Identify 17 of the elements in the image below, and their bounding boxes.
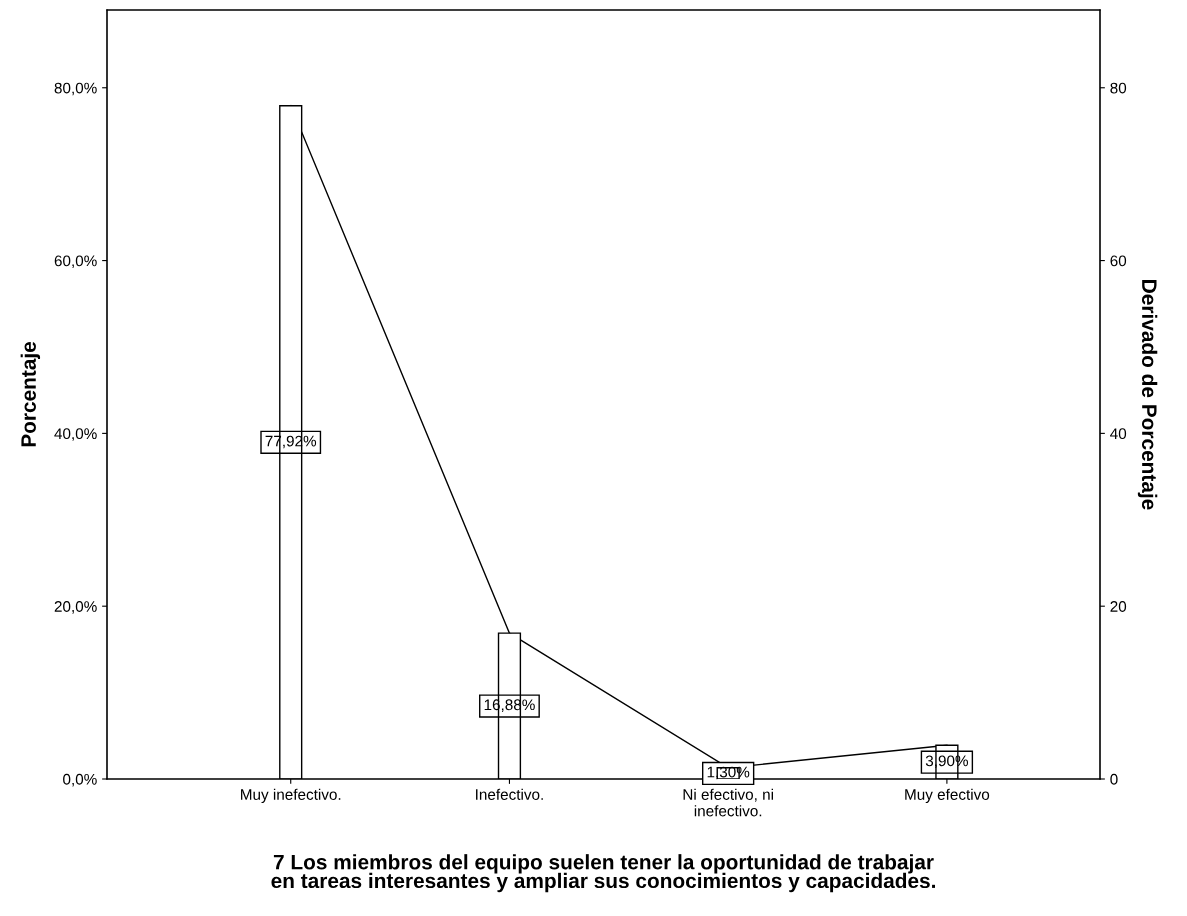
y-tick-label: 40,0% [54,428,97,441]
y-tick-label: 20,0% [54,601,97,614]
y-axis-title: Porcentaje [20,341,41,447]
x-axis-title: 7 Los miembros del equipo suelen tener la oportunidad de trabajar en tareas interesantes y ampliar sus conocimientos y capacidades. [271,854,935,893]
y-tick-label: 0,0% [63,773,97,787]
x-tick-label: Muy efectivo [905,788,990,803]
y2-tick-label: 20 [1110,601,1127,612]
y2-axis-title: Derivado de Porcentaje [1137,280,1158,510]
x-tick-label: Ni efectivo, ni inefectivo. [683,788,773,817]
y-tick-label: 60,0% [54,255,97,269]
x-tick-label: Inefectivo. [476,788,543,800]
y-tick-label: 80,0% [54,82,97,96]
y2-tick-label: 40 [1110,428,1127,440]
y2-tick-label: 60 [1110,255,1127,267]
y2-tick-label: 80 [1110,82,1127,94]
y2-tick-label: 0 [1110,773,1118,785]
x-tick-label: Muy inefectivo. [241,788,341,803]
